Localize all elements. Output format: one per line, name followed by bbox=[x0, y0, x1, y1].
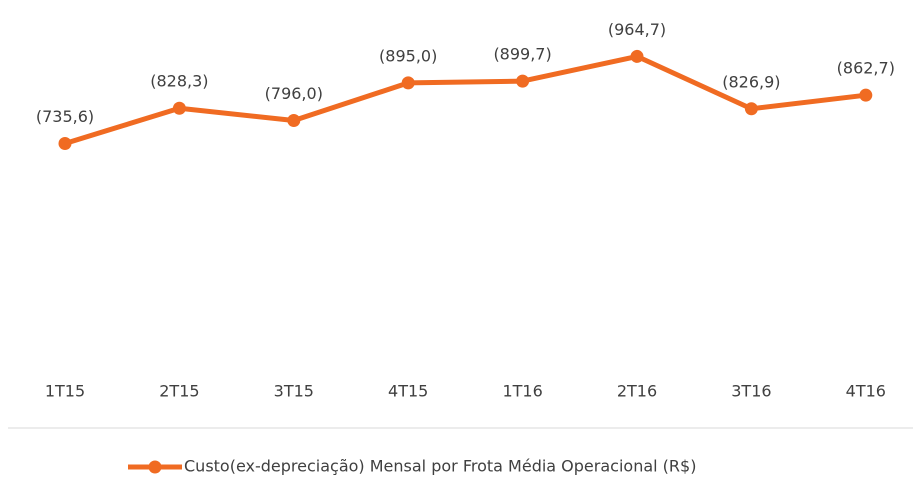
point bbox=[401, 76, 415, 90]
point bbox=[172, 101, 186, 115]
x-tick-label: 1T16 bbox=[502, 382, 542, 401]
point bbox=[58, 136, 72, 150]
point bbox=[859, 88, 873, 102]
x-tick-label: 3T16 bbox=[731, 382, 771, 401]
point bbox=[744, 102, 758, 116]
legend-marker bbox=[148, 460, 162, 474]
data-label: (796,0) bbox=[265, 84, 323, 103]
legend-label: Custo(ex-depreciação) Mensal por Frota M… bbox=[184, 457, 696, 476]
point bbox=[287, 114, 301, 128]
data-label: (899,7) bbox=[493, 45, 551, 64]
data-label: (826,9) bbox=[722, 72, 780, 91]
x-tick-label: 1T15 bbox=[45, 382, 85, 401]
point bbox=[516, 74, 530, 88]
x-tick-label: 3T15 bbox=[274, 382, 314, 401]
x-tick-label: 2T16 bbox=[617, 382, 657, 401]
data-label: (895,0) bbox=[379, 46, 437, 65]
data-label: (828,3) bbox=[150, 72, 208, 91]
data-label: (735,6) bbox=[36, 107, 94, 126]
x-tick-label: 4T15 bbox=[388, 382, 428, 401]
x-tick-label: 4T16 bbox=[846, 382, 886, 401]
x-tick-label: 2T15 bbox=[159, 382, 199, 401]
data-label: (964,7) bbox=[608, 20, 666, 39]
data-label: (862,7) bbox=[837, 59, 895, 78]
line-series bbox=[64, 53, 867, 146]
point bbox=[630, 49, 644, 63]
